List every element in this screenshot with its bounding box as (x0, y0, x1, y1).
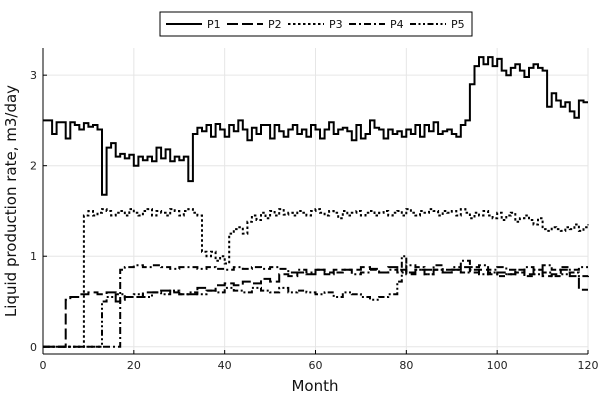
x-tick-label: 80 (399, 359, 413, 372)
legend-label-p4: P4 (390, 18, 404, 31)
y-axis-title: Liquid production rate, m3/day (2, 85, 20, 317)
legend-label-p5: P5 (451, 18, 465, 31)
x-tick-label: 100 (487, 359, 508, 372)
legend-label-p2: P2 (268, 18, 282, 31)
axes (42, 48, 589, 355)
y-tick-label: 3 (30, 69, 37, 82)
x-tick-label: 120 (578, 359, 599, 372)
legend: P1 P2 P3 P4 P5 (159, 11, 473, 37)
x-tick-label: 0 (40, 359, 47, 372)
y-tick-labels: 0 1 2 3 (30, 69, 37, 354)
grid-lines (42, 48, 589, 354)
x-axis-title: Month (291, 377, 338, 395)
series-line-p4 (43, 259, 588, 348)
x-tick-label: 20 (127, 359, 141, 372)
y-tick-label: 0 (30, 341, 37, 354)
series-line-p2 (43, 266, 588, 348)
y-tick-label: 2 (30, 160, 37, 173)
x-tick-label: 40 (218, 359, 232, 372)
x-tick-labels: 0 20 40 60 80 100 120 (40, 359, 599, 372)
legend-label-p1: P1 (207, 18, 221, 31)
x-tick-label: 60 (309, 359, 323, 372)
legend-label-p3: P3 (329, 18, 343, 31)
series-lines (43, 56, 589, 348)
series-line-p3 (43, 208, 589, 348)
series-line-p1 (43, 56, 588, 196)
y-tick-label: 1 (30, 250, 37, 263)
